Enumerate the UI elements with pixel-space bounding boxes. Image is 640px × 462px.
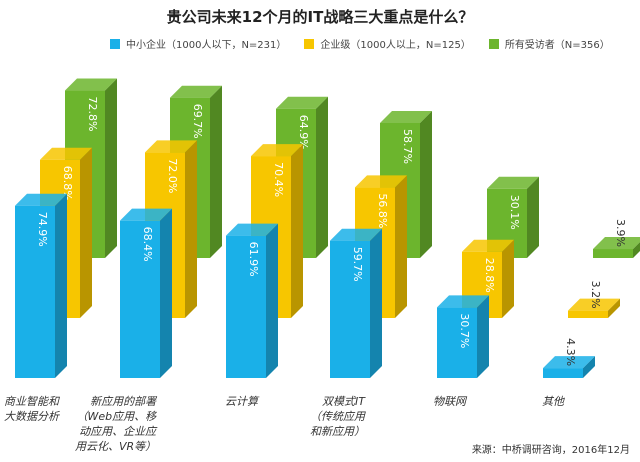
category-label: 物联网	[433, 395, 466, 408]
data-label: 30.7%	[458, 313, 471, 348]
bar-side	[185, 140, 197, 318]
data-label: 72.0%	[166, 158, 179, 193]
category-label: 商业智能和 大数据分析	[4, 395, 59, 423]
bar-side	[608, 298, 620, 318]
legend-label: 中小企业（1000人以下，N=231）	[126, 40, 287, 51]
bar-side	[80, 147, 92, 318]
bar-top	[65, 78, 117, 91]
bar-side	[160, 208, 172, 378]
bar-side	[502, 239, 514, 318]
legend-item-sme: 中小企业（1000人以下，N=231）	[110, 36, 286, 51]
bar-front	[15, 205, 55, 378]
data-label: 69.7%	[191, 104, 204, 139]
data-label: 56.8%	[376, 193, 389, 228]
legend-swatch	[488, 38, 499, 49]
legend-label: 企业级（1000人以上，N=125）	[320, 40, 471, 51]
bar-front	[330, 240, 370, 378]
bar-front	[120, 220, 160, 378]
data-label: 68.4%	[141, 227, 154, 262]
bar-side	[266, 223, 278, 378]
bar-top	[120, 208, 172, 221]
bar-top	[145, 140, 197, 153]
legend-swatch	[304, 38, 315, 49]
bar-front	[543, 368, 583, 378]
legend: 中小企业（1000人以下，N=231） 企业级（1000人以上，N=125） 所…	[110, 36, 610, 51]
bar: 3.9%	[593, 219, 640, 258]
bar-top	[437, 295, 489, 308]
bar-top	[276, 96, 328, 109]
category-label: 其他	[542, 395, 564, 408]
bar-side	[105, 78, 117, 258]
bar-front	[437, 307, 477, 378]
legend-item-enterprise: 企业级（1000人以上，N=125）	[304, 36, 471, 51]
category-label: 新应用的部署 （Web应用、移 动应用、企业应 用云化、VR等）	[75, 395, 157, 453]
bar-side	[370, 228, 382, 378]
bar-top	[330, 228, 382, 241]
source-note: 来源：中桥调研咨询，2016年12月	[471, 445, 630, 456]
bar-front	[593, 249, 633, 258]
bar-top	[251, 144, 303, 157]
data-label: 4.3%	[564, 338, 577, 366]
data-label: 64.9%	[297, 115, 310, 150]
bar-top	[487, 176, 539, 189]
bar-top	[226, 223, 278, 236]
bar-side	[583, 356, 595, 378]
bar-side	[55, 193, 67, 378]
bar-side	[420, 110, 432, 259]
data-label: 59.7%	[351, 247, 364, 282]
data-label: 58.7%	[401, 129, 414, 164]
bar: 74.9%	[15, 193, 67, 378]
bar-front	[226, 235, 266, 378]
data-label: 61.9%	[247, 242, 260, 277]
bar: 68.4%	[120, 208, 172, 378]
bar: 30.7%	[437, 295, 489, 378]
bar-side	[477, 295, 489, 378]
category-label: 云计算	[225, 395, 258, 408]
data-label: 68.8%	[61, 166, 74, 201]
bar-top	[568, 298, 620, 311]
bar-top	[462, 239, 514, 252]
bar-top	[593, 237, 640, 250]
bar-top	[15, 193, 67, 206]
data-label: 28.8%	[483, 258, 496, 293]
data-label: 3.9%	[614, 219, 627, 247]
bar-side	[395, 175, 407, 318]
bar-side	[210, 85, 222, 258]
data-label: 72.8%	[86, 97, 99, 132]
legend-item-all: 所有受访者（N=356）	[488, 36, 610, 51]
bar: 3.2%	[568, 281, 620, 318]
bar-side	[291, 144, 303, 318]
data-label: 70.4%	[272, 162, 285, 197]
bar-top	[355, 175, 407, 188]
bar-top	[170, 85, 222, 98]
bar-top	[380, 110, 432, 123]
bar-front	[568, 310, 608, 318]
bar: 4.3%	[543, 338, 595, 378]
bar-top	[40, 147, 92, 160]
bar: 61.9%	[226, 223, 278, 378]
bar-side	[633, 242, 640, 258]
bar-side	[527, 176, 539, 258]
data-label: 74.9%	[36, 212, 49, 247]
legend-label: 所有受访者（N=356）	[504, 40, 610, 51]
data-label: 30.1%	[508, 195, 521, 230]
bar-side	[316, 96, 328, 258]
data-label: 3.2%	[589, 281, 602, 309]
chart-title: 贵公司未来12个月的IT战略三大重点是什么？	[166, 8, 474, 26]
legend-swatch	[110, 38, 120, 49]
bar-top	[543, 356, 595, 369]
bar: 59.7%	[330, 228, 382, 378]
category-label: 双模式IT （传统应用 和新应用）	[310, 395, 365, 438]
